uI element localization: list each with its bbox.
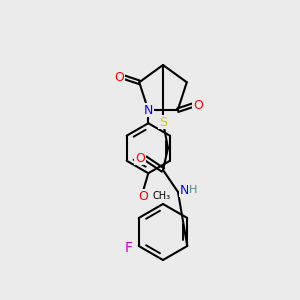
Text: O: O <box>114 71 124 84</box>
Text: S: S <box>159 116 167 128</box>
Text: N: N <box>179 184 189 196</box>
Text: O: O <box>135 152 145 164</box>
Text: CH₃: CH₃ <box>152 191 170 201</box>
Text: O: O <box>138 190 148 203</box>
Text: N: N <box>144 104 153 117</box>
Text: F: F <box>125 241 133 255</box>
Text: H: H <box>189 185 197 195</box>
Text: O: O <box>193 99 202 112</box>
